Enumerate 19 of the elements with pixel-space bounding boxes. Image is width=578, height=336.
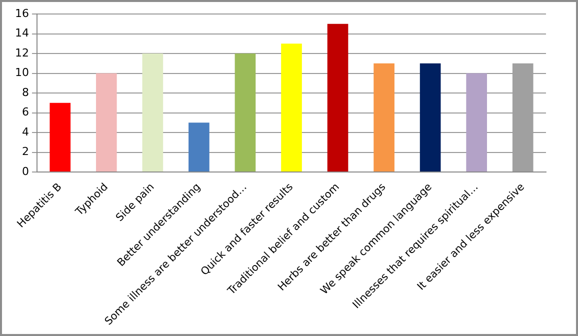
- y-tick-label: 8: [22, 86, 29, 99]
- bar: [374, 63, 394, 172]
- bar: [50, 102, 71, 172]
- bar: [188, 122, 210, 172]
- y-tick-label: 4: [22, 125, 29, 138]
- y-tick-label: 10: [14, 66, 29, 80]
- bar: [466, 73, 487, 172]
- y-tick-label: 12: [14, 46, 29, 60]
- bar: [142, 54, 164, 172]
- y-tick-label: 2: [22, 145, 29, 158]
- y-tick-label: 14: [14, 26, 29, 40]
- bar: [96, 73, 117, 172]
- bar: [420, 63, 441, 172]
- bar: [327, 24, 348, 172]
- bar: [234, 54, 256, 172]
- y-tick-label: 16: [14, 6, 29, 20]
- y-tick-label: 0: [22, 164, 29, 178]
- bar: [281, 44, 302, 172]
- y-tick-label: 6: [22, 106, 29, 119]
